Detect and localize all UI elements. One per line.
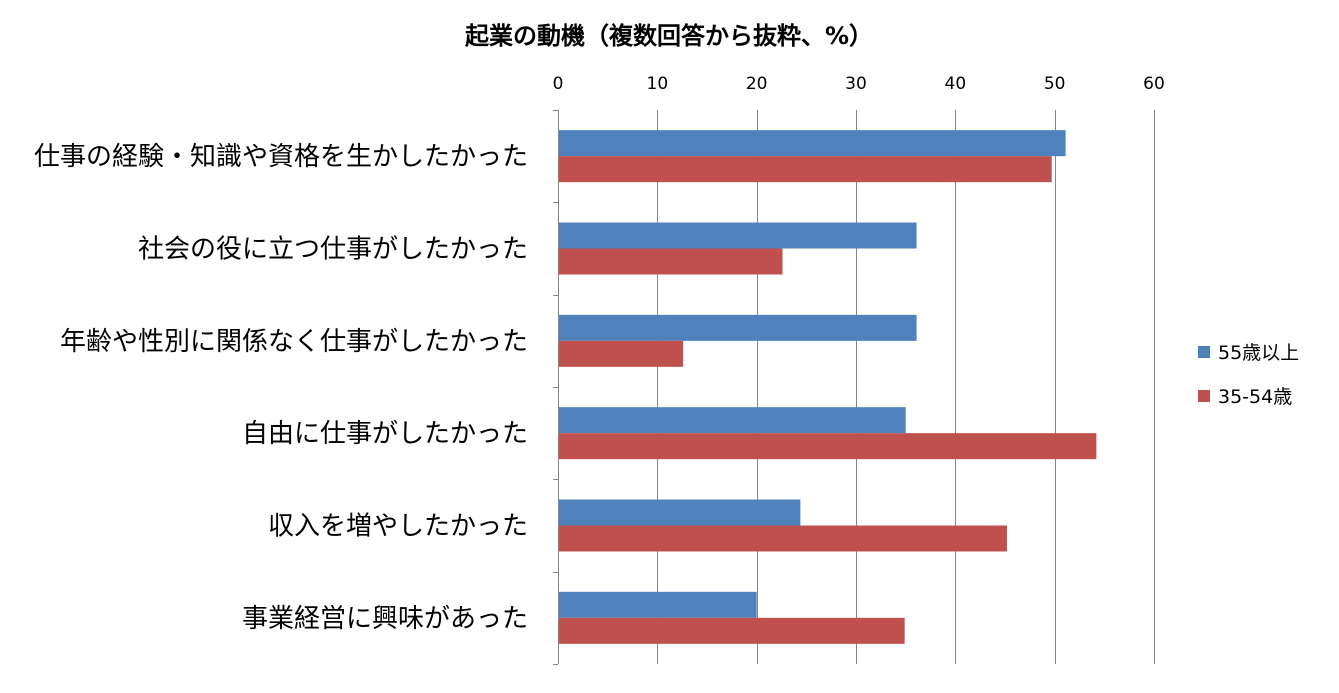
bar-series2 — [559, 156, 1052, 183]
bar-series2 — [559, 340, 684, 367]
x-tick-label: 20 — [746, 74, 768, 94]
legend-swatch — [1198, 390, 1210, 402]
x-tick-label: 0 — [553, 74, 564, 94]
bar-series1 — [559, 591, 757, 618]
chart-title: 起業の動機（複数回答から抜粋、%） — [464, 22, 873, 50]
bar-series1 — [559, 130, 1066, 157]
bar-series2 — [559, 525, 1007, 552]
bar-series1 — [559, 499, 801, 526]
bar-series1 — [559, 222, 917, 249]
legend-label: 35-54歳 — [1218, 386, 1292, 408]
category-label: 収入を増やしたかった — [268, 512, 528, 542]
category-label: 自由に仕事がしたかった — [242, 419, 528, 449]
x-tick-label: 60 — [1143, 74, 1165, 94]
bar-series1 — [559, 314, 917, 341]
bar-series1 — [559, 407, 906, 434]
bar-series2 — [559, 617, 905, 644]
category-label: 仕事の経験・知識や資格を生かしたかった — [34, 142, 528, 172]
legend-label: 55歳以上 — [1218, 342, 1299, 364]
category-label: 事業経営に興味があった — [242, 604, 528, 634]
bar-series2 — [559, 433, 1097, 460]
bar-series2 — [559, 248, 783, 275]
x-tick-label: 30 — [845, 74, 867, 94]
x-tick-label: 10 — [647, 74, 669, 94]
x-tick-label: 40 — [945, 74, 967, 94]
category-label: 社会の役に立つ仕事がしたかった — [138, 235, 528, 265]
category-label: 年齢や性別に関係なく仕事がしたかった — [60, 327, 528, 357]
legend-swatch — [1198, 346, 1210, 358]
x-tick-label: 50 — [1044, 74, 1066, 94]
